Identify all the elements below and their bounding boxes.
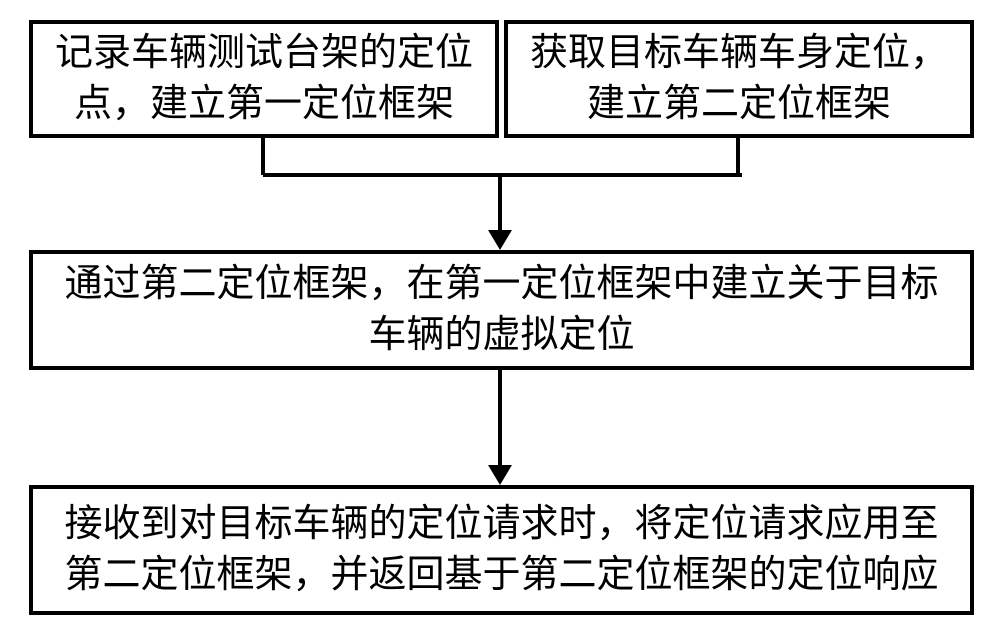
arrowhead-icon [488,230,512,250]
flow-node-1: 记录车辆测试台架的定位点，建立第一定位框架 [29,20,499,138]
connector-line [498,370,502,465]
connector-line [736,138,740,175]
flow-node-2: 获取目标车辆车身定位，建立第二定位框架 [504,20,974,138]
flow-node-1-label: 记录车辆测试台架的定位点，建立第一定位框架 [47,28,481,131]
arrowhead-icon [488,465,512,485]
connector-line [263,173,742,177]
flowchart-canvas: 记录车辆测试台架的定位点，建立第一定位框架 获取目标车辆车身定位，建立第二定位框… [0,0,1000,643]
flow-node-3: 通过第二定位框架，在第一定位框架中建立关于目标车辆的虚拟定位 [29,250,974,370]
connector-line [498,175,502,230]
flow-node-2-label: 获取目标车辆车身定位，建立第二定位框架 [522,28,956,131]
flow-node-4-label: 接收到对目标车辆的定位请求时，将定位请求应用至第二定位框架，并返回基于第二定位框… [47,499,956,602]
connector-line [261,138,265,175]
flow-node-4: 接收到对目标车辆的定位请求时，将定位请求应用至第二定位框架，并返回基于第二定位框… [29,485,974,615]
flow-node-3-label: 通过第二定位框架，在第一定位框架中建立关于目标车辆的虚拟定位 [47,259,956,362]
